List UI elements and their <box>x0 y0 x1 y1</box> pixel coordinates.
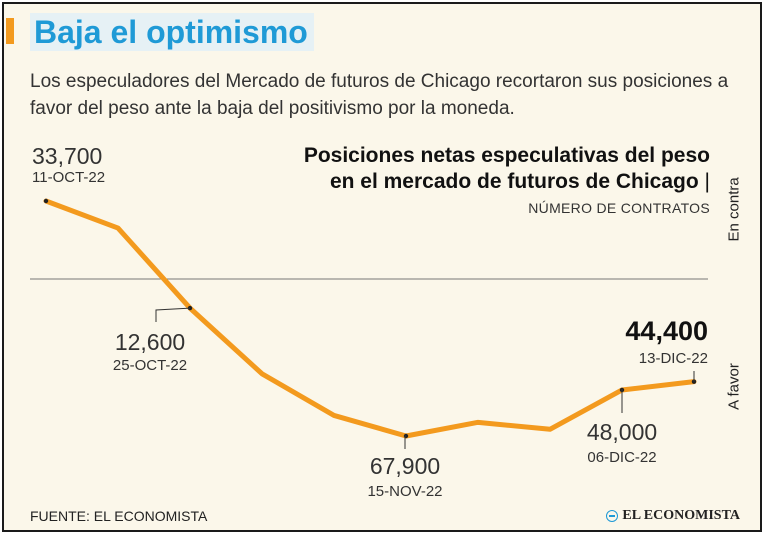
date-label: 11-OCT-22 <box>32 169 105 186</box>
accent-bar <box>6 18 14 44</box>
value-label: 48,000 <box>587 419 657 445</box>
source-note: FUENTE: EL ECONOMISTA <box>30 508 208 524</box>
data-point-marker <box>43 198 49 204</box>
chart-title-line1: Posiciones netas especulativas del peso <box>303 144 710 167</box>
brand-mark-icon <box>606 510 619 522</box>
date-label: 15-NOV-22 <box>367 483 442 500</box>
chart-unit: NÚMERO DE CONTRATOS <box>528 200 710 216</box>
subtitle: Los especuladores del Mercado de futuros… <box>30 71 729 119</box>
value-label: 44,400 <box>625 316 708 346</box>
leader-line <box>155 307 191 322</box>
value-label: 12,600 <box>115 329 185 355</box>
brand-name: EL ECONOMISTA <box>622 508 740 523</box>
value-label: 67,900 <box>370 453 440 479</box>
date-label: 25-OCT-22 <box>113 357 187 374</box>
chart-title: Posiciones netas especulativas del peso … <box>190 143 710 195</box>
chart-title-line2: en el mercado de futuros de Chicago | <box>190 169 710 195</box>
data-point-marker <box>187 305 193 311</box>
value-label: 33,700 <box>32 143 102 169</box>
chart-title-line2-text: en el mercado de futuros de Chicago <box>329 170 699 193</box>
series-line <box>43 198 697 439</box>
chart-frame <box>2 2 762 532</box>
brand-logo: EL ECONOMISTA <box>606 508 740 524</box>
chart-title-separator: | <box>704 170 710 193</box>
headline: Baja el optimismo <box>30 13 314 51</box>
leader-line <box>404 435 406 449</box>
date-label: 13-DIC-22 <box>639 350 708 367</box>
date-label: 06-DIC-22 <box>587 449 656 466</box>
